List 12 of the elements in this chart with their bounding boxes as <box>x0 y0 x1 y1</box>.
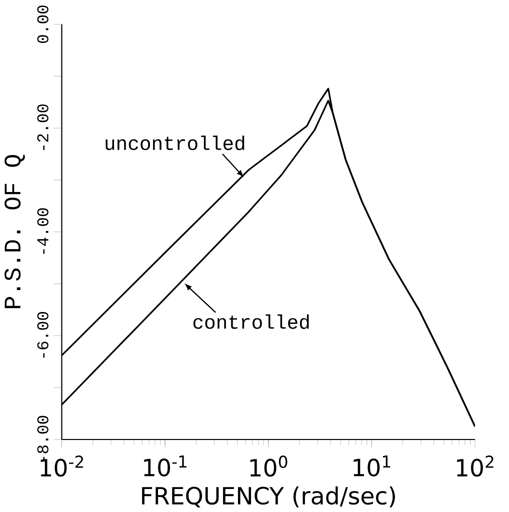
x-tick-label: 10$^{1}$ <box>354 456 390 476</box>
y-axis-title: P.S.D. OF Q <box>4 154 25 308</box>
y-tick-label: 0.00 <box>37 6 49 43</box>
x-axis-title: FREQUENCY (rad/sec) <box>142 486 396 508</box>
annotation: controlled <box>194 314 309 329</box>
annotation: uncontrolled <box>106 136 244 150</box>
y-tick-label: -4.00 <box>37 208 49 254</box>
x-tick-label: 10$^{2}$ <box>457 456 494 477</box>
y-tick-label: -2.00 <box>37 104 49 150</box>
x-tick-label: 10$^{0}$ <box>250 456 288 477</box>
x-tick-label: 10$^{-1}$ <box>144 456 187 476</box>
y-tick-label: -6.00 <box>37 312 49 358</box>
